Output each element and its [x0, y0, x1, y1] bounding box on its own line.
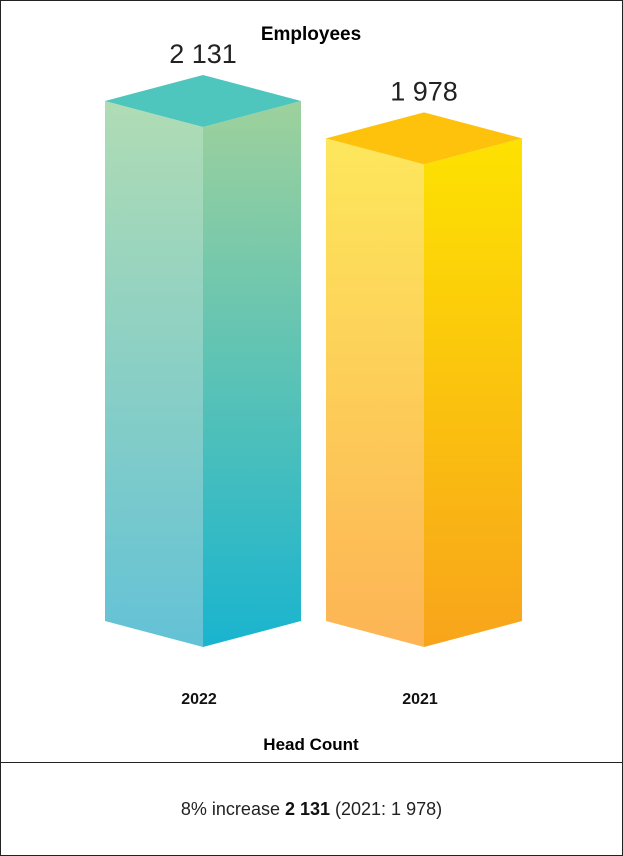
bar-2022-value-label: 2 131	[169, 39, 237, 69]
bar-2021-value-label: 1 978	[390, 76, 458, 106]
bar-2021-top-face	[326, 112, 522, 165]
summary-suffix: (2021: 1 978)	[330, 799, 443, 819]
bar-2022-top-face	[105, 75, 301, 127]
chart-title: Employees	[261, 24, 361, 45]
employees-bar-chart: Employees 2 131 2022 1 978 2021 Head Count	[105, 24, 522, 754]
summary-value: 2 131	[284, 799, 331, 819]
footer-divider	[0, 762, 623, 763]
summary-prefix: 8% increase	[180, 799, 285, 819]
category-label-2021: 2021	[402, 691, 438, 708]
bars-group: 2 131 2022 1 978 2021	[105, 39, 522, 708]
bar-2022-front-face	[105, 101, 203, 647]
category-label-2022: 2022	[181, 691, 217, 708]
bar-2021-side-face	[424, 138, 522, 647]
bar-2021-front-face	[326, 138, 424, 647]
summary-footer: 8% increase 2 131 (2021: 1 978)	[0, 763, 623, 856]
bar-2022-side-face	[203, 101, 301, 647]
x-axis-label: Head Count	[263, 735, 359, 754]
